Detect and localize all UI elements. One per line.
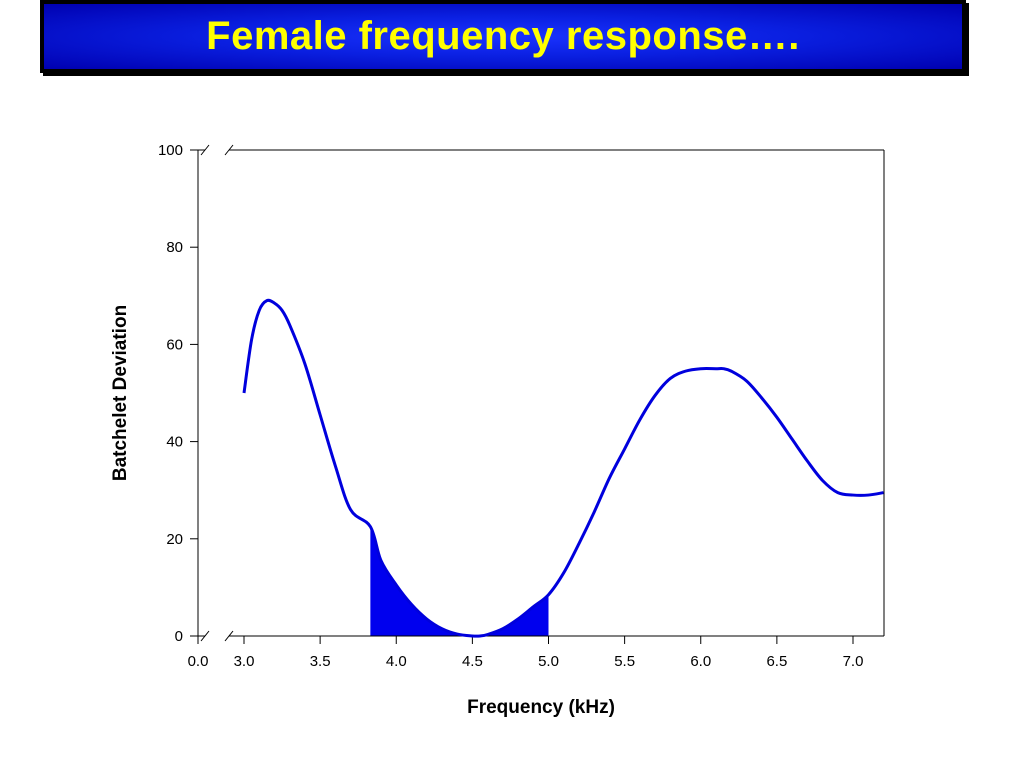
axis-break-mark — [200, 630, 210, 642]
shaded-area — [370, 526, 549, 637]
x-tick-label: 3.0 — [234, 653, 255, 670]
x-tick-label: 3.5 — [310, 653, 331, 670]
y-tick-label: 80 — [166, 239, 183, 256]
y-tick-label: 60 — [166, 336, 183, 353]
series-line — [242, 298, 884, 638]
x-tick-label: 5.0 — [538, 653, 559, 670]
x-tick-label: 5.5 — [614, 653, 635, 670]
y-tick-label: 20 — [166, 531, 183, 548]
x-tick-label: 4.5 — [462, 653, 483, 670]
y-tick-label: 100 — [158, 142, 183, 159]
x-axis-title: Frequency (kHz) — [467, 697, 615, 718]
x-tick-label: 6.5 — [766, 653, 787, 670]
y-tick-label: 0 — [175, 628, 183, 645]
x-tick-label: 7.0 — [843, 653, 864, 670]
y-tick-label: 40 — [166, 434, 183, 451]
x-tick-label: 0.0 — [188, 653, 209, 670]
x-tick-label: 6.0 — [690, 653, 711, 670]
axis-break-mark — [224, 630, 234, 642]
slide-title-bar: Female frequency response…. — [40, 0, 966, 73]
slide-title: Female frequency response…. — [206, 14, 800, 58]
x-tick-label: 4.0 — [386, 653, 407, 670]
axis-break-mark — [200, 144, 210, 156]
axis-break-mark — [224, 144, 234, 156]
y-axis-title: Batchelet Deviation — [110, 305, 131, 481]
